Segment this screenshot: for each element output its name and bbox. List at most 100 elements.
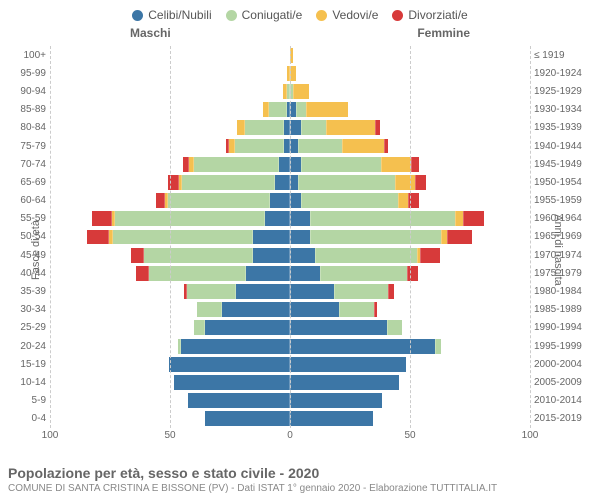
bar-segment	[310, 211, 455, 226]
chart-container: Celibi/NubiliConiugati/eVedovi/eDivorzia…	[0, 0, 600, 500]
bar-segment	[279, 157, 290, 172]
bar-segment	[375, 120, 381, 135]
x-tick-label: 0	[287, 430, 293, 441]
birth-year-label: 1990-1994	[534, 322, 598, 333]
age-label: 15-19	[2, 359, 46, 370]
bar-segment	[246, 266, 290, 281]
bar-segment	[320, 266, 407, 281]
bar-segment	[290, 211, 310, 226]
gridline	[170, 46, 171, 428]
bar-segment	[290, 411, 373, 426]
bar-segment	[188, 393, 290, 408]
gridline	[50, 46, 51, 428]
bar-segment	[290, 175, 298, 190]
bar-segment	[290, 284, 334, 299]
age-label: 20-24	[2, 341, 46, 352]
bar-segment	[387, 320, 402, 335]
bar-segment	[205, 411, 290, 426]
bar-segment	[290, 339, 435, 354]
age-label: 30-34	[2, 304, 46, 315]
bar-segment	[144, 248, 253, 263]
bar-segment	[298, 175, 395, 190]
age-label: 75-79	[2, 141, 46, 152]
bar-segment	[301, 193, 398, 208]
legend-label: Vedovi/e	[332, 8, 378, 22]
legend-item: Divorziati/e	[392, 8, 467, 22]
bar-segment	[342, 139, 384, 154]
gridline	[410, 46, 411, 428]
birth-year-label: 2000-2004	[534, 359, 598, 370]
male-label: Maschi	[130, 26, 171, 40]
bar-segment	[136, 266, 149, 281]
age-label: 80-84	[2, 122, 46, 133]
bar-segment	[197, 302, 222, 317]
bar-segment	[113, 230, 253, 245]
bar-segment	[253, 230, 290, 245]
bar-segment	[194, 320, 205, 335]
bar-segment	[131, 248, 144, 263]
bar-segment	[181, 339, 290, 354]
gridline	[290, 46, 291, 428]
bar-segment	[168, 193, 270, 208]
x-tick-label: 50	[404, 430, 415, 441]
bar-segment	[447, 230, 472, 245]
birth-year-label: 2015-2019	[534, 413, 598, 424]
bar-segment	[298, 139, 342, 154]
birth-year-label: 1960-1964	[534, 213, 598, 224]
legend-swatch	[392, 10, 403, 21]
bar-segment	[301, 157, 381, 172]
legend-item: Vedovi/e	[316, 8, 378, 22]
legend-label: Divorziati/e	[408, 8, 467, 22]
female-label: Femmine	[417, 26, 470, 40]
age-label: 90-94	[2, 86, 46, 97]
bar-segment	[174, 375, 290, 390]
bar-segment	[205, 320, 290, 335]
bar-segment	[407, 266, 418, 281]
gridline	[530, 46, 531, 428]
bar-segment	[265, 211, 290, 226]
bar-segment	[270, 193, 290, 208]
legend: Celibi/NubiliConiugati/eVedovi/eDivorzia…	[0, 0, 600, 26]
x-tick-label: 50	[164, 430, 175, 441]
bar-segment	[87, 230, 110, 245]
age-label: 45-49	[2, 250, 46, 261]
birth-year-label: 1940-1944	[534, 141, 598, 152]
bar-segment	[269, 102, 287, 117]
bar-segment	[194, 157, 279, 172]
bar-segment	[115, 211, 265, 226]
bar-segment	[463, 211, 483, 226]
plot-area: 100+≤ 191995-991920-192490-941925-192985…	[50, 46, 530, 428]
bar-segment	[455, 211, 463, 226]
bar-segment	[290, 157, 301, 172]
age-label: 35-39	[2, 286, 46, 297]
bar-segment	[306, 102, 348, 117]
bar-segment	[290, 320, 387, 335]
legend-swatch	[132, 10, 143, 21]
legend-label: Coniugati/e	[242, 8, 303, 22]
bar-segment	[182, 175, 274, 190]
bar-segment	[415, 175, 426, 190]
bar-segment	[334, 284, 388, 299]
birth-year-label: 1920-1924	[534, 68, 598, 79]
x-tick-label: 100	[522, 430, 539, 441]
chart-subtitle: COMUNE DI SANTA CRISTINA E BISSONE (PV) …	[8, 483, 592, 494]
age-label: 5-9	[2, 395, 46, 406]
birth-year-label: 1985-1989	[534, 304, 598, 315]
bar-segment	[149, 266, 246, 281]
age-label: 65-69	[2, 177, 46, 188]
bar-segment	[435, 339, 441, 354]
bar-segment	[290, 393, 382, 408]
bar-segment	[290, 357, 406, 372]
bar-segment	[374, 302, 377, 317]
bar-segment	[237, 120, 245, 135]
legend-swatch	[226, 10, 237, 21]
age-label: 70-74	[2, 159, 46, 170]
bar-segment	[275, 175, 290, 190]
bar-segment	[290, 139, 298, 154]
bar-segment	[339, 302, 374, 317]
bar-segment	[156, 193, 164, 208]
age-label: 85-89	[2, 104, 46, 115]
legend-swatch	[316, 10, 327, 21]
bar-segment	[236, 284, 290, 299]
bar-segment	[388, 284, 394, 299]
